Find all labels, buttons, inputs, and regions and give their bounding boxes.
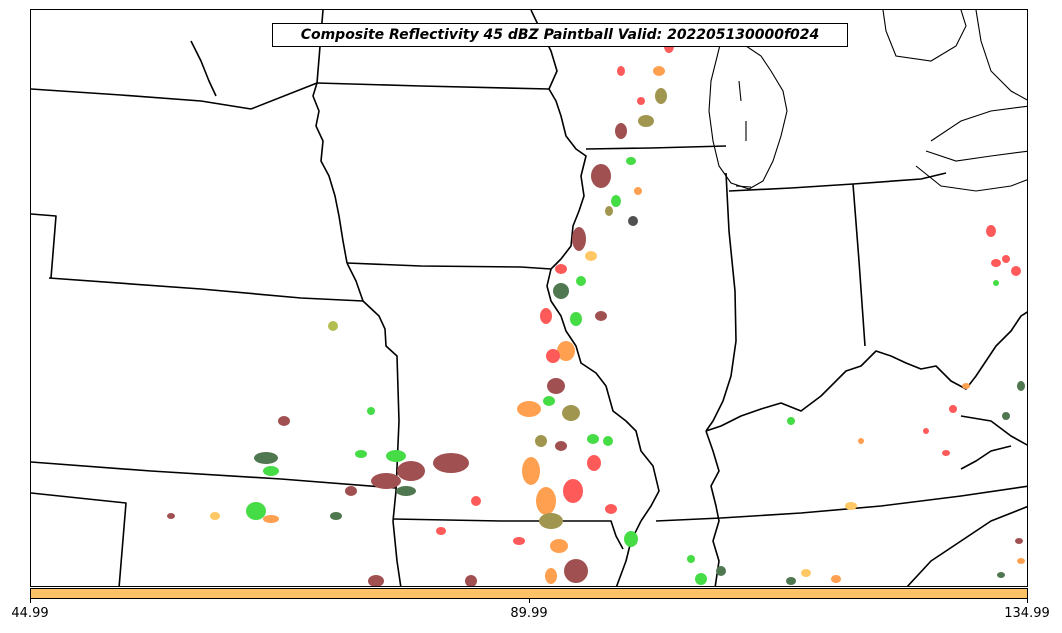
boundary-ia-il xyxy=(548,88,587,270)
boundary-east xyxy=(960,415,1027,446)
reflectivity-map xyxy=(31,10,1027,586)
map-panel: Composite Reflectivity 45 dBZ Paintball … xyxy=(30,9,1028,587)
colorbar-tick-label-mid: 89.99 xyxy=(510,606,548,621)
boundary-in-oh xyxy=(852,183,866,347)
boundary-sd-north xyxy=(190,40,217,97)
great-lakes-east xyxy=(882,10,1027,192)
boundary-oh-mi xyxy=(852,172,947,185)
boundary-ne-ks xyxy=(48,277,364,302)
boundary-ohio-river xyxy=(705,311,1027,432)
boundary-in-mi xyxy=(728,183,854,192)
boundary-il-wi xyxy=(585,145,727,150)
paintball-cells xyxy=(167,39,1025,586)
boundary-tn-ar xyxy=(615,520,642,586)
colorbar-tick-right xyxy=(1027,599,1028,603)
boundary-tn-south xyxy=(906,505,1027,586)
colorbar xyxy=(30,588,1028,599)
boundary-mn-wi xyxy=(530,10,558,90)
boundary-ks-ok xyxy=(31,461,397,489)
boundary-ms-river xyxy=(705,430,720,586)
colorbar-tick-mid xyxy=(529,599,530,603)
boundary-east-2 xyxy=(960,445,1012,470)
boundary-mo-ar xyxy=(392,518,624,550)
boundary-ok-tx xyxy=(31,492,127,586)
boundary-ia-ne xyxy=(312,82,348,264)
lake-michigan xyxy=(708,30,788,190)
boundary-ne-co xyxy=(31,213,57,279)
colorbar-tick-label-left: 44.99 xyxy=(11,606,49,621)
colorbar-tick-left xyxy=(30,599,31,603)
boundary-ok-ar xyxy=(392,520,402,586)
state-boundaries xyxy=(31,10,1027,586)
colorbar-tick-label-right: 134.99 xyxy=(1004,606,1050,621)
boundary-mo-il xyxy=(546,268,660,522)
boundary-ia-mo xyxy=(346,262,552,270)
boundary-ky-tn xyxy=(655,485,1027,522)
boundary-ne-sd xyxy=(31,88,252,110)
map-title: Composite Reflectivity 45 dBZ Paintball … xyxy=(272,23,848,47)
boundary-il-in xyxy=(705,172,737,432)
boundary-ia-mn xyxy=(316,82,550,90)
